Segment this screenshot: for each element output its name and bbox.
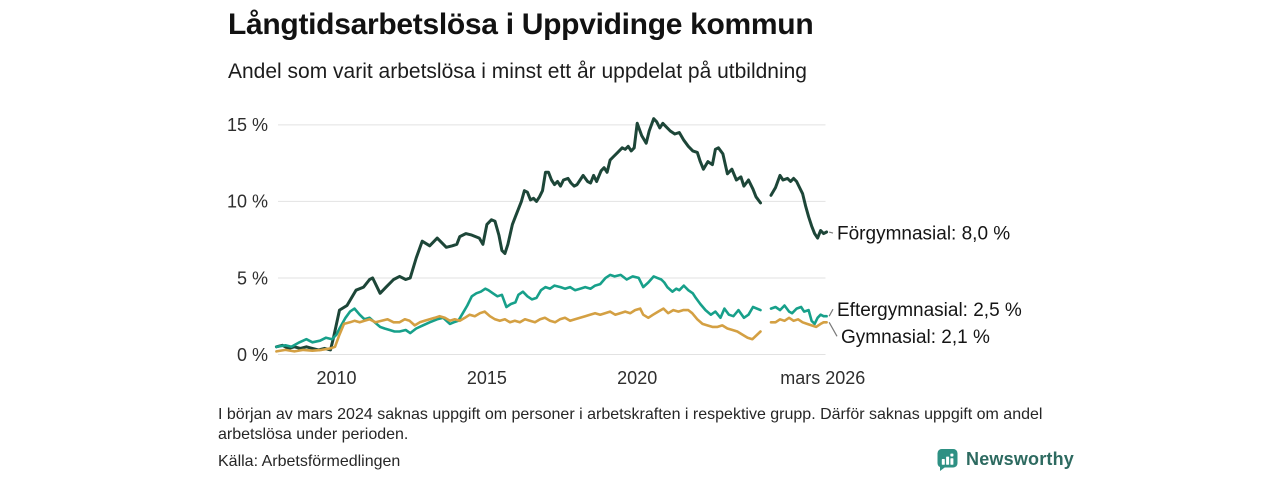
series-line-förgymnasial — [769, 173, 829, 240]
series-label-connector — [828, 231, 834, 234]
page-title: Långtidsarbetslösa i Uppvidinge kommun — [228, 8, 814, 41]
y-tick-label: 0 % — [237, 345, 268, 365]
y-tick-label: 15 % — [227, 115, 268, 135]
newsworthy-badge-icon — [936, 448, 959, 471]
y-tick-label: 5 % — [237, 268, 268, 288]
x-tick-label: mars 2026 — [780, 368, 865, 388]
y-tick-label: 10 % — [227, 192, 268, 212]
newsworthy-logo[interactable]: Newsworthy — [936, 448, 1074, 471]
newsworthy-logo-text: Newsworthy — [966, 449, 1075, 469]
footnote: I början av mars 2024 saknas uppgift om … — [218, 406, 1043, 443]
series-line-eftergymnasial — [769, 304, 828, 326]
series-label-förgymnasial: Förgymnasial: 8,0 % — [837, 224, 1010, 245]
x-tick-label: 2015 — [467, 368, 507, 388]
series-line-gymnasial — [769, 316, 828, 329]
page-subtitle: Andel som varit arbetslösa i minst ett å… — [228, 60, 807, 83]
series-label-connector — [828, 322, 838, 337]
source-label: Källa: Arbetsförmedlingen — [218, 453, 401, 470]
series-line-förgymnasial — [274, 117, 762, 352]
x-tick-label: 2020 — [617, 368, 657, 388]
series-line-gymnasial — [275, 307, 762, 353]
series-label-gymnasial: Gymnasial: 2,1 % — [841, 327, 990, 348]
x-tick-label: 2010 — [316, 368, 356, 388]
series-label-connector — [828, 308, 834, 317]
series-label-eftergymnasial: Eftergymnasial: 2,5 % — [837, 300, 1022, 321]
